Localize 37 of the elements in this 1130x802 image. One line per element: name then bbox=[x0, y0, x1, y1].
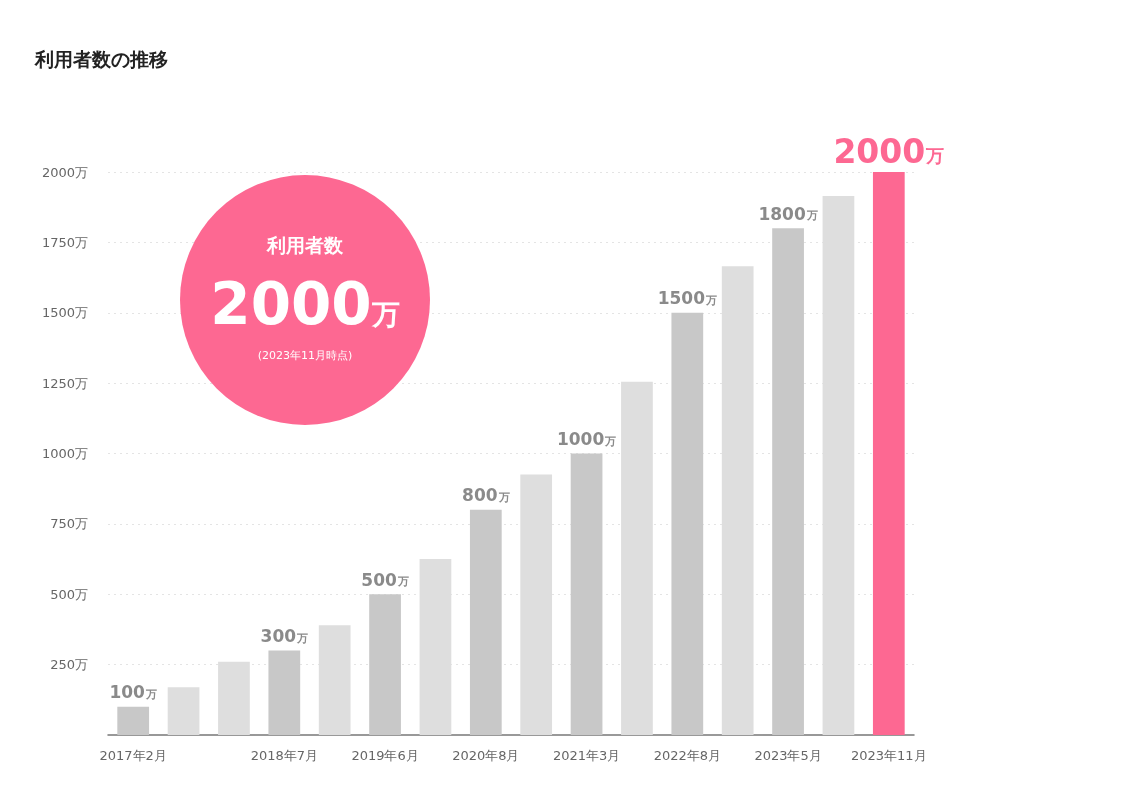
y-tick-label: 500万 bbox=[50, 586, 88, 602]
bar bbox=[117, 706, 150, 735]
bar bbox=[772, 228, 804, 735]
y-tick-label: 2000万 bbox=[41, 164, 88, 180]
bar bbox=[671, 312, 704, 735]
y-tick-label: 750万 bbox=[50, 516, 88, 532]
y-tick-label: 1250万 bbox=[41, 375, 88, 391]
data-label: 500万 bbox=[361, 569, 409, 590]
bar bbox=[268, 650, 301, 735]
data-label: 300万 bbox=[260, 626, 309, 647]
y-tick-label: 1750万 bbox=[41, 234, 88, 250]
x-tick-label: 2023年11月 bbox=[850, 748, 927, 763]
bar bbox=[369, 594, 401, 735]
x-tick-label: 2022年8月 bbox=[653, 748, 721, 763]
x-tick-label: 2019年6月 bbox=[351, 748, 419, 763]
data-label: 1500万 bbox=[657, 288, 717, 309]
annotation: (2023年11月時点) bbox=[256, 348, 354, 363]
bar bbox=[469, 509, 502, 735]
bar bbox=[167, 687, 200, 735]
data-label: 100万 bbox=[109, 682, 157, 703]
data-label: 1800万 bbox=[758, 203, 818, 224]
data-label: 800万 bbox=[462, 485, 510, 506]
bar bbox=[872, 172, 905, 735]
x-tick-label: 2018年7月 bbox=[250, 748, 318, 763]
data-label: 1000万 bbox=[556, 429, 617, 449]
annotation: 利用者数 bbox=[265, 233, 344, 258]
y-tick-label: 1500万 bbox=[41, 305, 88, 321]
x-tick-label: 2020年8月 bbox=[452, 748, 520, 763]
x-tick-label: 2021年3月 bbox=[552, 748, 621, 763]
y-tick-label: 1000万 bbox=[41, 446, 88, 461]
x-tick-label: 2023年5月 bbox=[754, 748, 822, 763]
chart-title: 利用者数の推移 bbox=[34, 47, 168, 70]
y-tick-label: 250万 bbox=[50, 657, 88, 673]
annotation: 2000万 bbox=[210, 270, 400, 338]
bar bbox=[570, 453, 603, 735]
x-tick-label: 2017年2月 bbox=[99, 748, 167, 763]
data-label: 2000万 bbox=[833, 132, 945, 171]
